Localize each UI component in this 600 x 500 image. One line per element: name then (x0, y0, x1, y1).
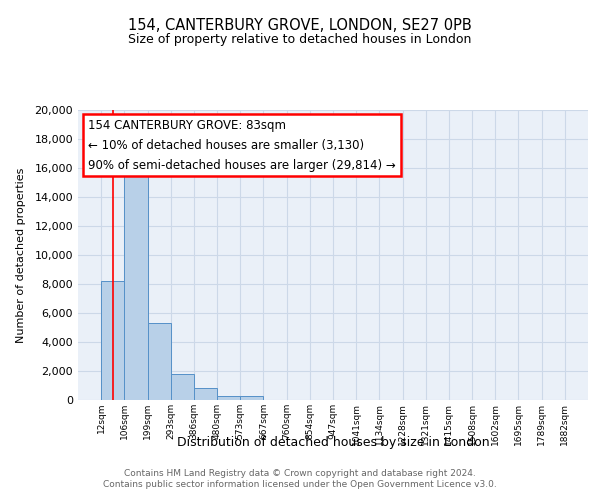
Bar (194, 388, 217, 400)
Y-axis label: Number of detached properties: Number of detached properties (16, 168, 26, 342)
Bar (240, 396, 263, 400)
Text: Distribution of detached houses by size in London: Distribution of detached houses by size … (176, 436, 490, 449)
Bar (217, 396, 240, 400)
Text: 154 CANTERBURY GROVE: 83sqm
← 10% of detached houses are smaller (3,130)
90% of : 154 CANTERBURY GROVE: 83sqm ← 10% of det… (88, 118, 396, 172)
Bar (171, 374, 194, 400)
Bar (101, 281, 124, 400)
Text: Contains public sector information licensed under the Open Government Licence v3: Contains public sector information licen… (103, 480, 497, 489)
Text: Size of property relative to detached houses in London: Size of property relative to detached ho… (128, 32, 472, 46)
Text: 154, CANTERBURY GROVE, LONDON, SE27 0PB: 154, CANTERBURY GROVE, LONDON, SE27 0PB (128, 18, 472, 32)
Bar (148, 323, 171, 400)
Bar (124, 160, 148, 400)
Text: Contains HM Land Registry data © Crown copyright and database right 2024.: Contains HM Land Registry data © Crown c… (124, 468, 476, 477)
